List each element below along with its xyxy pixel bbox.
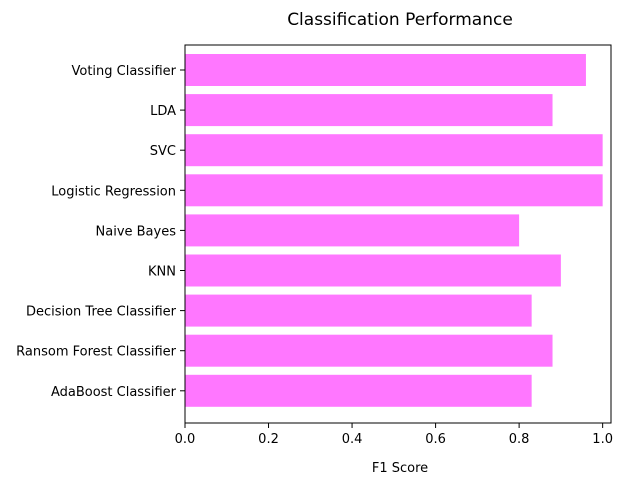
y-tick-label: Naive Bayes (96, 224, 177, 239)
y-tick-label: SVC (150, 144, 176, 159)
y-tick-label: LDA (150, 104, 176, 119)
plot-frame (184, 44, 612, 424)
x-tick-label: 1.0 (592, 432, 613, 447)
bar-adaboost-classifier (185, 374, 532, 407)
y-axis-ticks: Voting Classifier LDA SVC Logistic Regressi… (16, 64, 185, 400)
x-axis-label: F1 Score (372, 461, 428, 476)
y-tick-label: AdaBoost Classifier (51, 385, 177, 400)
x-tick-label: 0.0 (175, 432, 196, 447)
bar-decision-tree-classifier (185, 294, 532, 327)
y-tick-label: Voting Classifier (71, 64, 176, 79)
x-tick-label: 0.2 (258, 432, 279, 447)
x-tick-label: 0.6 (425, 432, 446, 447)
y-tick-label: Ransom Forest Classifier (16, 345, 177, 360)
bar-logistic-regression (185, 174, 603, 207)
bar-voting-classifier (185, 54, 586, 86)
x-tick-label: 0.8 (509, 432, 530, 447)
x-axis-ticks: 0.0 0.2 0.4 0.6 0.8 1.0 (175, 423, 613, 447)
bar-ransom-forest-classifier (185, 334, 553, 367)
bar-svc (185, 134, 603, 167)
bar-lda (185, 94, 553, 127)
bars-group (185, 54, 603, 407)
bar-knn (185, 254, 561, 287)
chart-title: Classification Performance (287, 10, 513, 30)
bar-naive-bayes (185, 214, 520, 247)
x-tick-label: 0.4 (342, 432, 363, 447)
y-tick-label: Decision Tree Classifier (26, 305, 177, 320)
y-tick-label: KNN (148, 265, 176, 280)
y-tick-label: Logistic Regression (51, 184, 176, 199)
